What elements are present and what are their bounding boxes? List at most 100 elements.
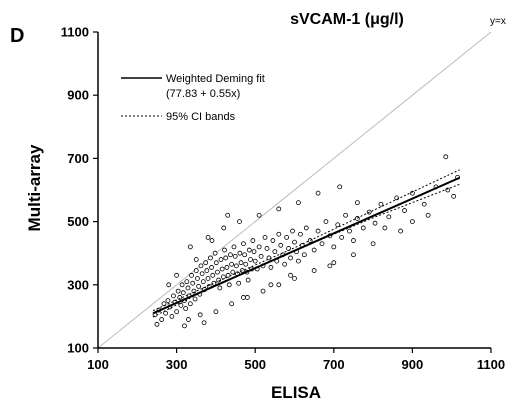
- data-point: [301, 252, 307, 258]
- fit-line: [152, 176, 460, 315]
- data-point: [451, 193, 457, 199]
- data-point: [402, 208, 407, 213]
- data-point: [223, 255, 229, 261]
- panel-label: D: [10, 25, 24, 47]
- data-point: [218, 257, 224, 262]
- data-point: [276, 282, 282, 288]
- data-point: [378, 201, 384, 207]
- data-point: [288, 255, 293, 261]
- x-tick-label: 700: [323, 357, 345, 372]
- data-point: [230, 269, 236, 275]
- data-point: [241, 295, 246, 300]
- data-point: [272, 249, 278, 255]
- data-point: [189, 272, 194, 278]
- ci-band-lower: [152, 183, 460, 318]
- data-point: [331, 244, 337, 250]
- data-point: [159, 317, 165, 322]
- y-tick-label: 900: [67, 88, 89, 103]
- data-point: [237, 250, 243, 256]
- y-tick-label: 1100: [61, 25, 89, 40]
- data-point: [209, 238, 215, 243]
- data-point: [221, 225, 227, 231]
- data-point: [296, 258, 301, 264]
- data-point: [252, 258, 258, 264]
- data-point: [201, 320, 207, 326]
- data-point: [276, 206, 282, 212]
- y-axis-label: Multi-array: [25, 144, 44, 231]
- data-point: [229, 261, 235, 267]
- data-point: [174, 309, 180, 315]
- data-point: [185, 285, 191, 291]
- legend: Weighted Deming fit (77.83 + 0.55x) 95% …: [121, 73, 265, 123]
- data-point: [233, 263, 239, 269]
- data-point: [268, 265, 274, 270]
- data-point: [262, 234, 268, 240]
- data-point: [382, 225, 388, 231]
- data-point: [182, 323, 187, 329]
- data-point: [195, 276, 200, 281]
- data-point: [178, 302, 184, 308]
- data-point: [360, 225, 366, 231]
- data-point: [184, 279, 190, 285]
- data-point: [222, 247, 227, 253]
- data-point: [169, 313, 175, 319]
- data-point: [225, 212, 231, 218]
- data-point: [343, 212, 348, 218]
- data-point: [197, 312, 203, 318]
- legend-fit-equation: (77.83 + 0.55x): [166, 88, 240, 100]
- data-point: [244, 295, 250, 300]
- data-point: [192, 296, 198, 302]
- data-point: [243, 261, 249, 267]
- x-axis-label: ELISA: [271, 383, 321, 402]
- data-point: [198, 263, 204, 269]
- data-point: [303, 225, 309, 231]
- identity-line-label: y=x: [490, 16, 506, 27]
- data-point: [228, 252, 233, 258]
- legend-ci-label: 95% CI bands: [166, 111, 236, 123]
- data-point: [248, 257, 253, 262]
- data-point: [258, 253, 264, 259]
- data-point: [220, 274, 226, 280]
- data-point: [187, 301, 193, 307]
- data-point: [264, 246, 270, 251]
- data-point: [193, 268, 199, 273]
- data-point: [215, 269, 220, 275]
- data-point: [219, 266, 225, 272]
- data-point: [311, 247, 317, 253]
- data-point: [337, 184, 343, 190]
- data-point: [386, 214, 392, 220]
- data-point: [245, 277, 251, 283]
- y-tick-label: 500: [67, 214, 89, 229]
- data-point: [290, 228, 295, 234]
- data-point: [217, 285, 223, 291]
- data-point: [394, 195, 400, 201]
- data-point: [226, 282, 232, 288]
- data-point: [425, 212, 431, 218]
- data-point: [398, 228, 404, 234]
- data-point: [211, 280, 217, 286]
- data-point: [210, 272, 216, 278]
- data-point: [177, 295, 183, 300]
- data-point: [288, 272, 293, 278]
- data-point: [236, 280, 242, 286]
- data-point: [237, 219, 242, 225]
- x-tick-label: 900: [402, 357, 424, 372]
- data-point: [246, 247, 252, 253]
- data-point: [351, 238, 356, 243]
- x-tick-label: 300: [166, 357, 188, 372]
- data-point: [292, 276, 297, 281]
- data-point: [292, 239, 297, 245]
- data-point: [331, 260, 337, 266]
- ci-band-upper: [152, 169, 460, 312]
- data-point: [163, 310, 168, 316]
- data-point: [276, 231, 282, 237]
- data-point: [185, 317, 191, 322]
- data-point: [282, 261, 288, 267]
- data-point: [319, 241, 325, 247]
- data-point: [315, 228, 321, 234]
- data-point: [409, 219, 415, 225]
- y-tick-label: 700: [67, 151, 89, 166]
- data-point: [174, 272, 180, 278]
- data-point: [251, 249, 257, 255]
